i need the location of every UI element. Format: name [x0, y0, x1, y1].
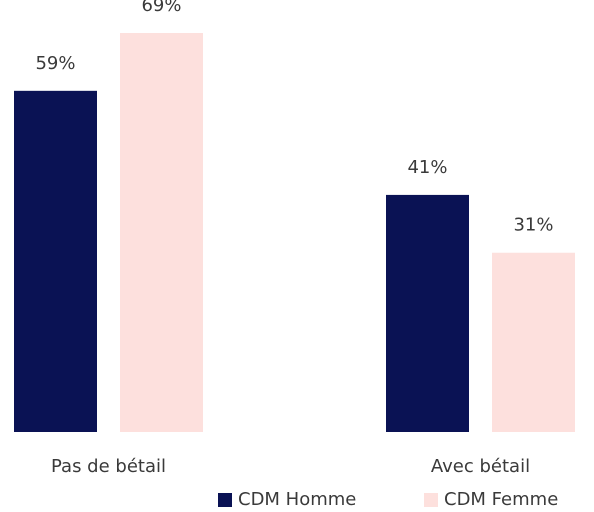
legend-swatch — [424, 493, 438, 507]
value-label: 31% — [513, 215, 553, 236]
bar — [492, 252, 575, 432]
value-label: 59% — [35, 53, 75, 74]
value-label: 41% — [407, 157, 447, 178]
bar — [120, 33, 203, 432]
legend-label: CDM Homme — [238, 489, 356, 510]
x-tick-label: Avec bétail — [431, 456, 530, 477]
legend-swatch — [218, 493, 232, 507]
bar — [386, 194, 469, 432]
legend-label: CDM Femme — [444, 489, 558, 510]
x-tick-label: Pas de bétail — [51, 456, 166, 477]
value-label: 69% — [141, 0, 181, 16]
bar — [14, 90, 97, 433]
